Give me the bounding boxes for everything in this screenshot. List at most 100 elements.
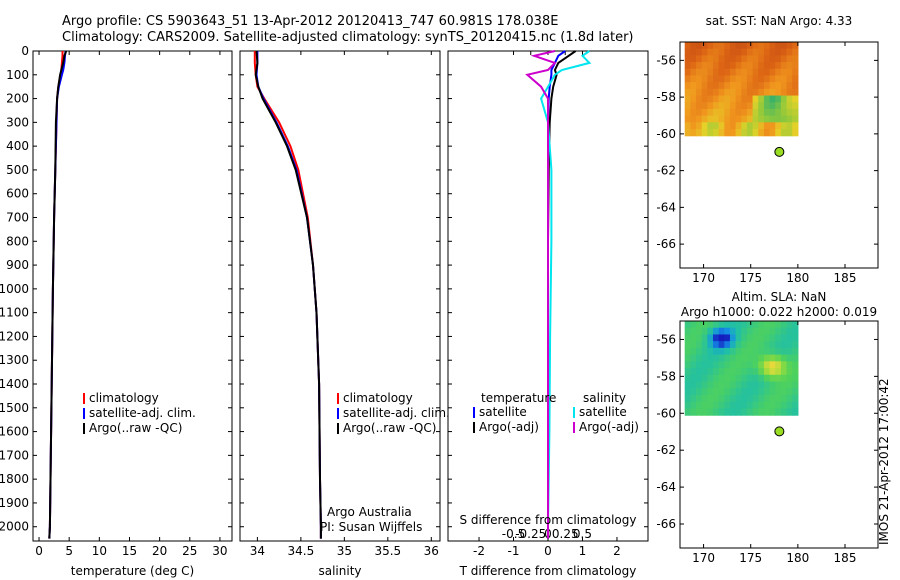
- sla-map-cell: [724, 368, 731, 376]
- sla-map-cell: [729, 321, 737, 329]
- sla-map-cell: [752, 361, 759, 369]
- sla-map-cell: [713, 354, 720, 362]
- depth-tick-label: 100: [6, 68, 29, 82]
- sla-map-cell: [786, 374, 793, 383]
- sst-map-cell: [718, 102, 725, 110]
- sla-map-cell: [792, 327, 799, 336]
- sst-map-cell: [763, 75, 771, 83]
- sst-map-cell: [780, 122, 788, 130]
- sla-map-cell: [752, 334, 759, 342]
- sst-map-cell: [786, 62, 793, 70]
- sst-map-cell: [713, 129, 720, 137]
- sla-map-cell: [718, 401, 725, 409]
- sla-map-cell: [729, 327, 737, 336]
- sst-map-cell: [707, 122, 714, 130]
- sla-map-cell: [769, 327, 776, 336]
- sla-map-cell: [786, 341, 793, 349]
- sst-map-cell: [752, 88, 759, 97]
- figure-title-line2: Climatology: CARS2009. Satellite-adjuste…: [62, 30, 634, 45]
- sla-map-cell: [775, 334, 782, 342]
- argo-australia-note: Argo Australia: [327, 505, 412, 519]
- sla-map-cell: [713, 327, 720, 336]
- sla-map-cell: [752, 401, 759, 409]
- sla-map-cell: [735, 401, 742, 409]
- sla-map-cell: [769, 334, 776, 342]
- depth-tick-label: 600: [6, 187, 29, 201]
- sst-map-cell: [792, 95, 799, 103]
- sst-map-cell: [701, 48, 708, 56]
- sla-map-cell: [746, 381, 754, 389]
- sst-map-cell: [690, 82, 697, 90]
- sla-map-cell: [696, 374, 703, 383]
- sst-map-cell: [713, 75, 720, 83]
- sla-map-cell: [724, 341, 731, 349]
- sla-map-cell: [701, 321, 708, 329]
- sla-map-cell: [769, 408, 776, 416]
- sst-map-cell: [752, 115, 759, 123]
- sla-map-cell: [724, 401, 731, 409]
- sla-map-cell: [690, 321, 697, 329]
- sla-map-cell: [718, 368, 725, 376]
- sst-map-cell: [684, 82, 691, 90]
- sst-map-cell: [792, 55, 799, 63]
- sla-map-cell: [769, 341, 776, 349]
- sst-map-cell: [769, 129, 776, 137]
- sla-map-cell: [746, 368, 754, 376]
- sst-map-cell: [707, 42, 714, 50]
- sla-map-cell: [684, 361, 691, 369]
- sst-map-cell: [735, 55, 742, 63]
- sla-map-cell: [746, 347, 754, 356]
- sla-map-cell: [752, 374, 759, 383]
- sst-map-cell: [684, 88, 691, 97]
- sla-map-cell: [769, 401, 776, 409]
- sst-map-cell: [696, 62, 703, 70]
- sst-map-cell: [792, 75, 799, 83]
- sla-map-cell: [701, 347, 708, 356]
- sla-map-cell: [729, 388, 737, 396]
- sst-map-cell: [701, 68, 708, 77]
- sla-map-cell: [741, 381, 748, 389]
- sst-map-cell: [684, 68, 691, 77]
- sla-map-cell: [690, 374, 697, 383]
- sst-map-ytick-label: -56: [656, 53, 676, 67]
- sla-map-cell: [718, 388, 725, 396]
- sla-map-cell: [758, 408, 765, 416]
- sla-map-cell: [752, 408, 759, 416]
- sst-map-cell: [707, 95, 714, 103]
- sst-map-cell: [735, 48, 742, 56]
- sla-map-cell: [792, 394, 799, 403]
- sla-map-cell: [758, 334, 765, 342]
- sla-map-cell: [724, 374, 731, 383]
- sla-map-cell: [746, 361, 754, 369]
- sst-map-cell: [775, 122, 782, 130]
- sla-map-cell: [707, 401, 714, 409]
- sla-map-cell: [763, 374, 771, 383]
- sla-map-cell: [690, 368, 697, 376]
- sla-map-cell: [713, 368, 720, 376]
- sla-map-cell: [684, 401, 691, 409]
- sla-map-cell: [690, 408, 697, 416]
- sla-map-cell: [758, 347, 765, 356]
- sla-map-cell: [707, 368, 714, 376]
- sst-map-cell: [713, 42, 720, 50]
- sla-map-cell: [786, 368, 793, 376]
- sla-map-cell: [741, 394, 748, 403]
- sst-map-cell: [746, 55, 754, 63]
- sst-map-cell: [684, 42, 691, 50]
- sla-map-cell: [724, 381, 731, 389]
- salinity-diff-tick-label: -0.25: [515, 527, 546, 541]
- sla-map-cell: [696, 368, 703, 376]
- sst-map-cell: [713, 122, 720, 130]
- sst-map-cell: [758, 88, 765, 97]
- sst-map-cell: [758, 82, 765, 90]
- salinity-legend-title: salinity: [583, 391, 626, 405]
- sst-map-xtick-label: 185: [834, 271, 857, 285]
- sla-map-cell: [684, 381, 691, 389]
- sst-map-cell: [780, 88, 788, 97]
- sst-map-cell: [724, 48, 731, 56]
- sst-map-cell: [758, 108, 765, 117]
- sst-map-cell: [696, 88, 703, 97]
- sst-map-cell: [792, 88, 799, 97]
- sst-map-cell: [690, 55, 697, 63]
- difference-legend-item-label: satellite: [479, 405, 527, 419]
